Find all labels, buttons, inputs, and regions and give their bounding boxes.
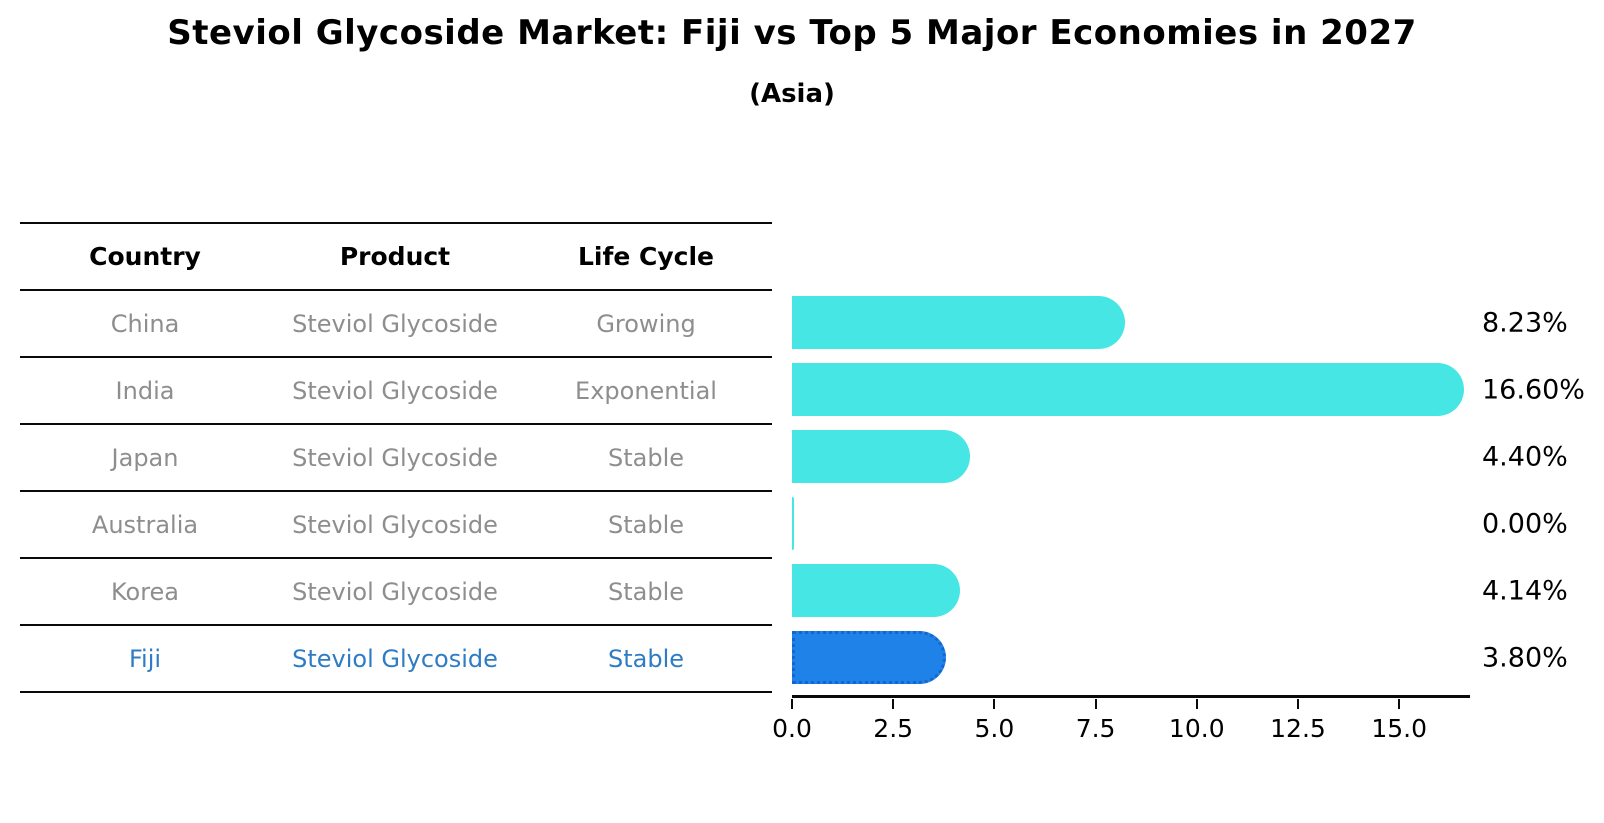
page-subtitle: (Asia) (749, 79, 835, 109)
value-label-korea: 4.14% (1482, 575, 1568, 606)
bar-chart: 8.23% 16.60% 4.40% 0.00% 4.14% 3.80% (792, 222, 1585, 695)
bar-row-china: 8.23% (792, 289, 1568, 356)
tick-label: 15.0 (1371, 714, 1427, 743)
tick-label: 7.5 (1075, 714, 1116, 743)
table-header-row: Country Product Life Cycle (20, 224, 772, 291)
cell-life-cycle: Stable (607, 577, 685, 606)
cell-product: Steviol Glycoside (292, 577, 498, 606)
cell-country: Australia (91, 510, 199, 539)
value-label-japan: 4.40% (1482, 441, 1568, 472)
table-row-korea: Korea Steviol Glycoside Stable (20, 559, 772, 626)
comparison-table: Country Product Life Cycle China Steviol… (20, 222, 772, 693)
tick-mark (1195, 699, 1198, 709)
column-header-life-cycle: Life Cycle (577, 242, 715, 271)
tick-label: 10.0 (1168, 714, 1225, 743)
tick-mark (1296, 699, 1299, 709)
cell-country: China (110, 309, 180, 338)
bar-row-fiji: 3.80% (792, 624, 1568, 691)
table-row-australia: Australia Steviol Glycoside Stable (20, 492, 772, 559)
value-label-australia: 0.00% (1482, 508, 1568, 539)
cell-life-cycle: Stable (607, 510, 685, 539)
cell-product: Steviol Glycoside (292, 510, 498, 539)
bar-japan (792, 430, 971, 483)
cell-country: Japan (111, 443, 179, 472)
cell-country: Korea (110, 577, 180, 606)
cell-product: Steviol Glycoside (292, 644, 498, 673)
bar-korea (792, 564, 960, 617)
bar-india (792, 363, 1464, 416)
value-label-china: 8.23% (1482, 307, 1568, 338)
cell-product: Steviol Glycoside (292, 376, 498, 405)
table-row-fiji: Fiji Steviol Glycoside Stable (20, 626, 772, 693)
tick-mark (1094, 699, 1097, 709)
table-row-india: India Steviol Glycoside Exponential (20, 358, 772, 425)
x-axis: 0.0 2.5 5.0 7.5 10.0 12.5 15.0 (772, 695, 1470, 743)
bar-australia (792, 497, 795, 550)
tick-label: 12.5 (1270, 714, 1326, 743)
bar-row-japan: 4.40% (792, 423, 1568, 490)
cell-product: Steviol Glycoside (292, 443, 498, 472)
column-header-country: Country (89, 242, 201, 271)
value-label-india: 16.60% (1482, 374, 1585, 405)
bar-row-korea: 4.14% (792, 557, 1568, 624)
cell-life-cycle: Stable (607, 443, 685, 472)
value-label-fiji: 3.80% (1482, 642, 1568, 673)
table-row-china: China Steviol Glycoside Growing (20, 291, 772, 358)
cell-life-cycle: Stable (607, 644, 685, 673)
tick-mark (993, 699, 996, 709)
tick-label: 2.5 (873, 714, 914, 743)
bar-china (792, 296, 1126, 349)
cell-country: Fiji (128, 644, 162, 673)
cell-product: Steviol Glycoside (292, 309, 498, 338)
cell-life-cycle: Exponential (575, 376, 717, 405)
tick-mark (1398, 699, 1401, 709)
tick-label: 5.0 (974, 714, 1015, 743)
bar-row-australia: 0.00% (792, 490, 1568, 557)
tick-label: 0.0 (772, 714, 812, 743)
tick-mark (791, 699, 793, 709)
cell-life-cycle: Growing (596, 309, 696, 338)
tick-mark (892, 699, 895, 709)
table-row-japan: Japan Steviol Glycoside Stable (20, 425, 772, 492)
cell-country: India (115, 376, 175, 405)
bar-fiji-highlighted (792, 631, 946, 684)
page-title: Steviol Glycoside Market: Fiji vs Top 5 … (167, 13, 1417, 53)
column-header-product: Product (339, 242, 451, 271)
bar-row-india: 16.60% (792, 356, 1585, 423)
